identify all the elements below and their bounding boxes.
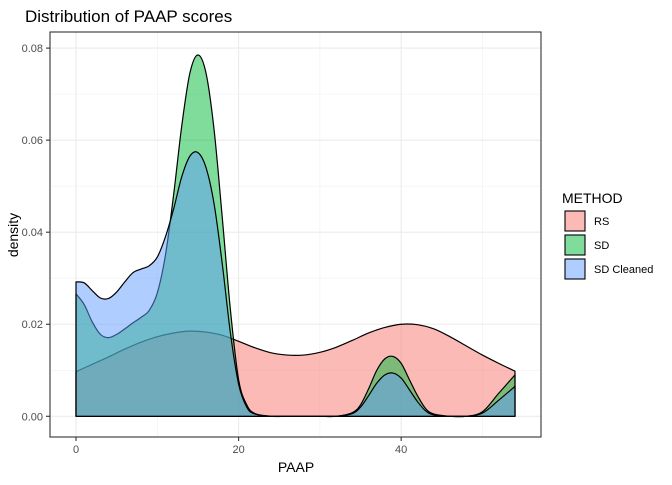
legend-label-sd-cleaned: SD Cleaned: [594, 264, 653, 276]
density-areas: [75, 54, 516, 418]
x-axis: 0 20 40: [73, 437, 407, 456]
y-axis-label: density: [5, 213, 21, 257]
x-axis-label: PAAP: [278, 459, 314, 475]
legend-label-rs: RS: [594, 216, 609, 228]
y-tick-label: 0.00: [22, 411, 43, 423]
y-tick-label: 0.02: [22, 319, 43, 331]
legend-title: METHOD: [562, 190, 623, 206]
y-tick-label: 0.08: [22, 43, 43, 55]
legend-swatch-sd: [564, 234, 586, 256]
legend-label-sd: SD: [594, 240, 609, 252]
plot-panel: [49, 31, 542, 438]
density-area-sd-cleaned: [75, 151, 516, 418]
legend-swatch-sd-cleaned: [564, 258, 586, 280]
x-tick-label: 0: [73, 444, 79, 456]
y-tick-label: 0.04: [22, 227, 43, 239]
legend: METHOD RS SD SD Cleaned: [562, 190, 653, 280]
y-axis: 0.00 0.02 0.04 0.06 0.08: [22, 43, 50, 423]
chart-title: Distribution of PAAP scores: [25, 7, 232, 26]
legend-swatch-rs: [564, 210, 586, 232]
legend-items: RS SD SD Cleaned: [564, 210, 653, 280]
x-tick-label: 40: [395, 444, 407, 456]
panel-border: [49, 31, 542, 438]
y-tick-label: 0.06: [22, 135, 43, 147]
x-tick-label: 20: [232, 444, 244, 456]
